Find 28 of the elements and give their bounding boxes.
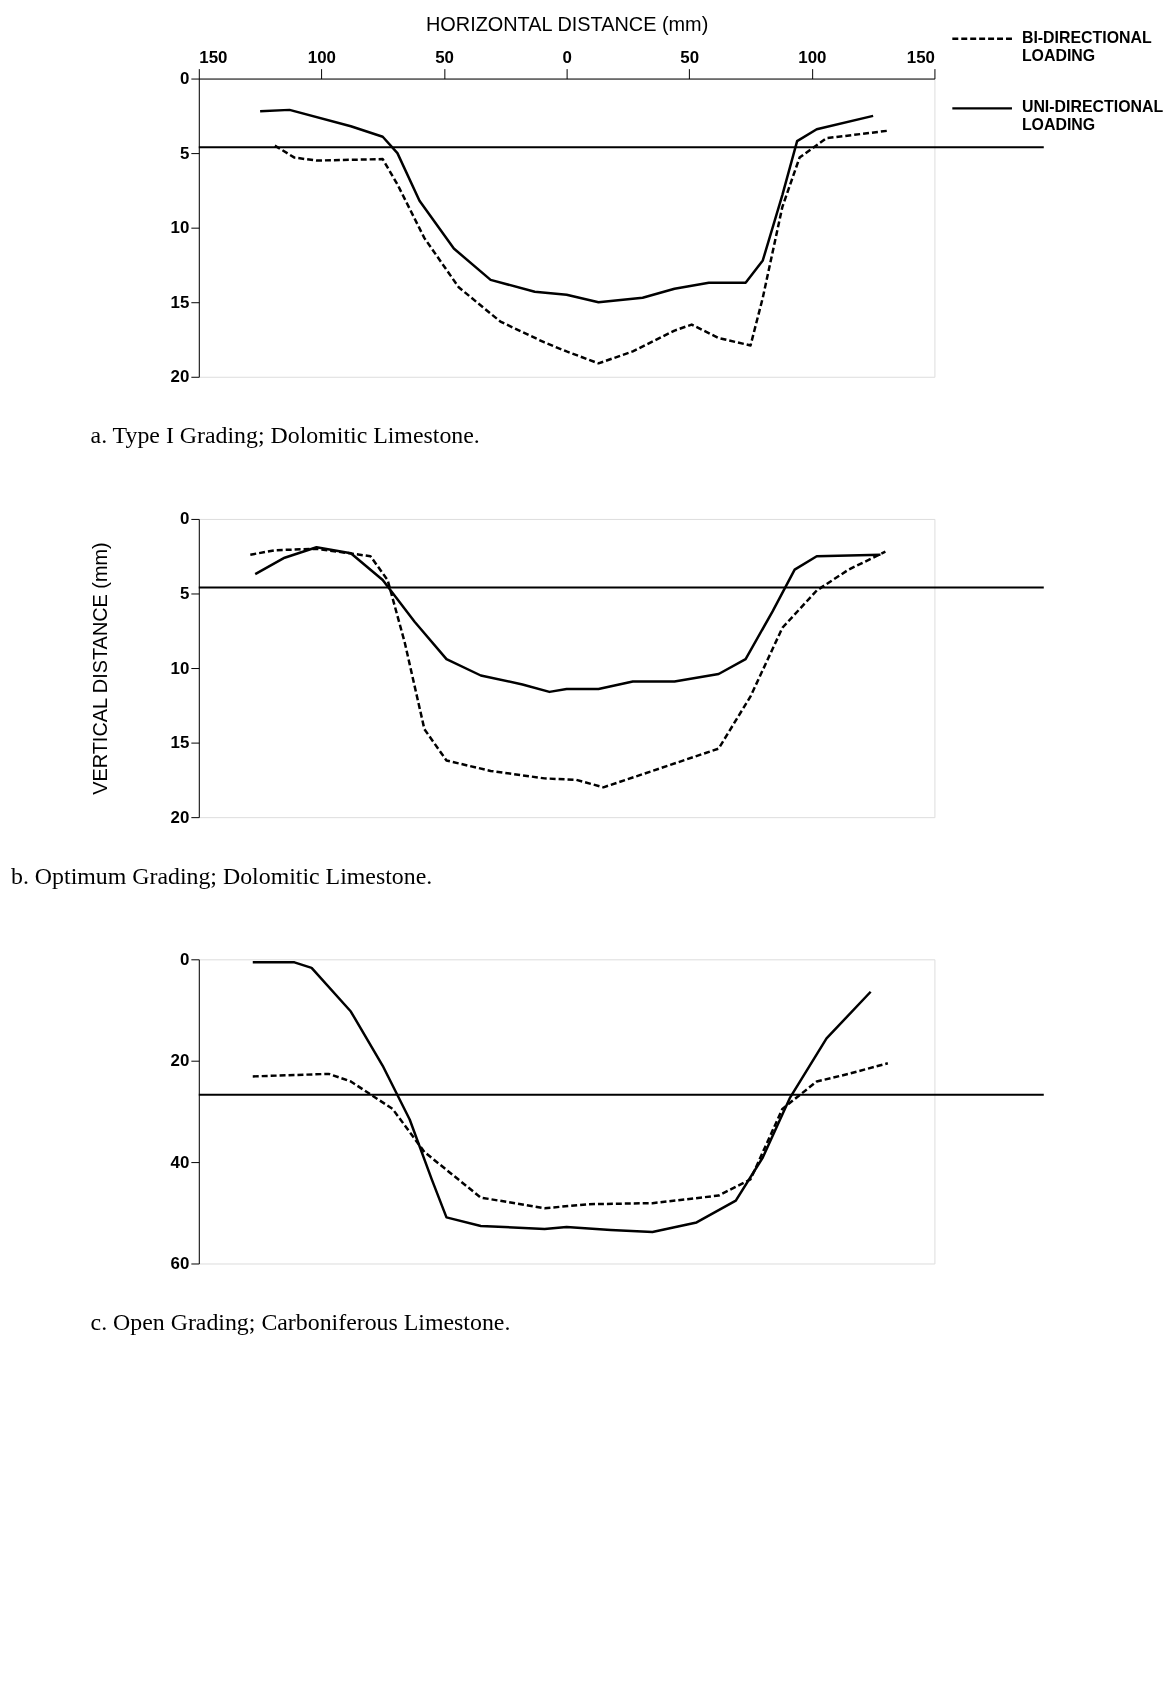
- x-axis-title: HORIZONTAL DISTANCE (mm): [425, 13, 709, 36]
- x-tick-label: 100: [307, 48, 336, 68]
- text: b. Optimum Grading; Dolomitic Limestone.: [11, 862, 433, 889]
- legend-label: BI-DIRECTIONAL LOADING: [1021, 28, 1152, 64]
- text: a. Type I Grading; Dolomitic Limestone.: [90, 422, 480, 449]
- y-tick-label: 20: [170, 807, 190, 827]
- y-tick-label: 10: [170, 218, 190, 238]
- x-tick-label: 150: [906, 48, 935, 68]
- x-tick-label: 50: [680, 48, 700, 68]
- y-tick-label: 40: [170, 1152, 190, 1172]
- y-tick-label: 5: [179, 583, 190, 603]
- y-tick-label: 10: [170, 658, 190, 678]
- y-tick-label: 15: [170, 733, 190, 753]
- y-tick-label: 20: [170, 367, 190, 387]
- y-tick-label: 20: [170, 1051, 190, 1071]
- text: c. Open Grading; Carboniferous Limestone.: [90, 1309, 511, 1336]
- y-tick-label: 0: [179, 69, 190, 89]
- legend-label: UNI-DIRECTIONAL LOADING: [1021, 98, 1164, 134]
- y-tick-label: 0: [179, 949, 190, 969]
- y-tick-label: 0: [179, 509, 190, 529]
- x-tick-label: 50: [435, 48, 454, 68]
- x-tick-label: 0: [562, 48, 572, 68]
- y-tick-label: 5: [179, 143, 190, 163]
- x-tick-label: 100: [798, 48, 827, 68]
- x-tick-label: 150: [199, 48, 228, 68]
- y-tick-label: 60: [170, 1253, 190, 1273]
- y-tick-label: 15: [170, 292, 190, 312]
- y-axis-title: VERTICAL DISTANCE (mm): [88, 542, 111, 795]
